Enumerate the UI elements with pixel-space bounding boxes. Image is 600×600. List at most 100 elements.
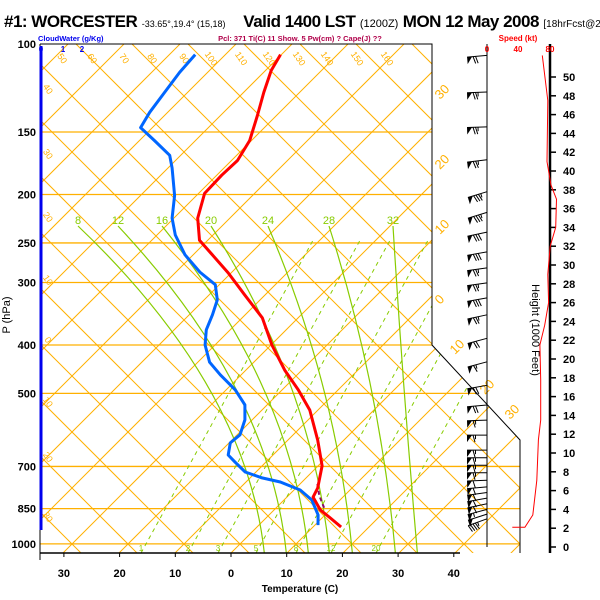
barb-pennant [467,365,473,374]
wind-barb [467,191,488,205]
forecast-info: [18hrFcst@2330z] [543,19,600,30]
dry-adiabat-line [40,44,149,553]
barb-feather [472,420,476,428]
chart-header: #1: WORCESTER -33.65°,19.4° (15,18) Vali… [4,12,600,32]
isotherm-line [0,24,32,564]
adiabat-top-label: 160 [379,50,396,68]
isotherm-line [107,44,520,553]
height-tick-label: 0 [563,542,569,554]
barb-feather [473,341,478,349]
mixing-ratio-label: 2 [186,544,191,553]
barb-feather [472,92,476,100]
dry-adiabat-line [55,44,520,553]
wind-barb [467,251,488,263]
left-edge-label: 10 [41,395,55,409]
valid-time: Valid 1400 LST [243,12,356,31]
right-edge-label: 30 [502,401,523,422]
height-tick-label: 10 [563,448,575,460]
height-tick-label: 40 [563,166,575,178]
cloudwater-label: CloudWater (g/Kg) [38,34,104,43]
pressure-tick-label: 100 [18,39,36,51]
height-tick-label: 26 [563,298,575,310]
adiabat-top-label: 130 [291,50,308,68]
moist-adiabat-line [77,225,266,553]
barb-pennant [467,342,473,351]
pressure-tick-label: 400 [18,340,36,352]
wind-barb [467,508,488,522]
barb-shaft [467,513,488,521]
height-tick-label: 16 [563,392,575,404]
wind-barb [467,314,488,326]
barb-half-feather [480,193,483,198]
isotherm-line [556,24,600,564]
moist-adiabat-label: 8 [75,215,81,227]
barb-feather [470,524,476,531]
barb-pennant [467,161,473,170]
mixing-ratio-label: 3 [216,544,221,553]
barb-pennant [467,457,472,465]
barb-feather [477,233,483,241]
barb-feather [477,214,483,222]
speed-tick-label: 0 [485,45,490,54]
pressure-tick-label: 250 [18,238,36,250]
barb-pennant [467,518,473,527]
barb-half-feather [472,512,475,518]
barb-pennant [467,269,473,278]
barb-feather [475,341,481,348]
height-tick-label: 42 [563,147,575,159]
barb-feather [475,387,480,395]
barb-feather [472,435,476,443]
pressure-tick-label: 300 [18,278,36,290]
background-grid [0,24,600,564]
barb-pennant [467,500,473,509]
wind-barb [467,464,487,473]
adiabat-top-label: 150 [349,50,366,68]
station-coords: -33.65°,19.4° (15,18) [141,19,226,29]
wind-barb [467,472,487,480]
pressure-tick-label: 700 [18,461,36,473]
speed-label: Speed (kt) [499,34,538,43]
height-tick-label: 30 [563,260,575,272]
moist-adiabat-label: 24 [262,215,274,227]
barb-feather [472,450,476,458]
wind-barb [467,211,488,225]
barb-half-feather [477,269,480,274]
barb-feather [472,406,477,414]
barb-pennant [467,254,473,263]
barb-feather [472,127,476,135]
height-tick-label: 34 [563,222,576,234]
wind-barb [467,486,488,496]
barb-shaft [467,337,488,344]
wind-barb [467,513,488,527]
wind-barb [467,54,488,65]
cloudwater-tick-label: 2 [80,45,85,54]
barb-pennant [467,465,472,473]
right-edge-label: 20 [432,151,453,172]
barb-feather [477,299,482,307]
dry-adiabat-line [40,44,261,553]
station-name: #1: WORCESTER [4,12,138,31]
cloudwater-tick-label: 0 [39,45,44,54]
pressure-tick-label: 200 [18,189,36,201]
wind-barb [467,231,488,244]
barb-shaft [466,479,488,482]
barb-shaft [467,404,488,408]
wind-barb [467,434,487,443]
plot-frame [40,43,521,553]
height-tick-label: 24 [563,316,576,328]
height-tick-label: 28 [563,279,575,291]
x-axis-title: Temperature (C) [262,584,339,595]
temperature-tick-label: 20 [113,568,125,580]
cloudwater-tick-label: 1 [61,45,66,54]
wind-barb [466,91,488,100]
height-tick-label: 12 [563,429,575,441]
mixing-ratio-line [375,239,520,553]
height-axis-title: Height (1000 Feet) [529,284,541,376]
left-edge-label: 30 [41,147,55,161]
mixing-ratio-line [295,239,469,553]
height-tick-label: 14 [563,410,576,422]
adiabat-top-label: 70 [117,52,131,66]
left-edge-label: 30 [41,510,55,524]
barb-feather [475,234,480,242]
